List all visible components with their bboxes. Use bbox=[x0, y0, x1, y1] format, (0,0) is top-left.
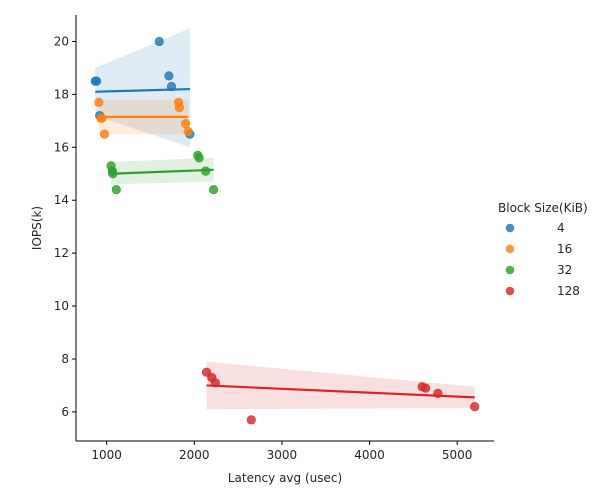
data-point-16 bbox=[180, 118, 191, 129]
x-tick-label: 2000 bbox=[179, 448, 210, 462]
legend-label-16: 16 bbox=[557, 242, 572, 256]
y-tick-label: 10 bbox=[54, 299, 69, 313]
x-ticks: 1000 2000 3000 4000 5000 bbox=[91, 441, 472, 462]
legend-marker-32 bbox=[505, 265, 515, 275]
legend-marker-4 bbox=[505, 223, 515, 233]
data-point-16 bbox=[99, 129, 110, 139]
legend: Block Size(KiB) 4 16 32 128 bbox=[498, 201, 588, 298]
legend-marker-16 bbox=[505, 244, 515, 254]
data-point-128 bbox=[433, 388, 443, 398]
legend-label-32: 32 bbox=[557, 263, 572, 277]
y-tick-label: 16 bbox=[54, 140, 69, 154]
data-point-128 bbox=[470, 402, 480, 412]
data-point-16 bbox=[183, 126, 193, 137]
data-point-32 bbox=[201, 166, 211, 176]
data-point-32 bbox=[208, 185, 219, 195]
data-point-32 bbox=[108, 169, 118, 179]
regression-line-128 bbox=[206, 384, 475, 399]
y-ticks: 6 8 10 12 14 16 18 20 bbox=[54, 34, 76, 419]
y-tick-label: 8 bbox=[61, 352, 69, 366]
y-tick-label: 14 bbox=[54, 193, 69, 207]
y-tick-label: 20 bbox=[54, 34, 69, 48]
legend-marker-128 bbox=[505, 286, 515, 296]
legend-label-4: 4 bbox=[557, 221, 565, 235]
data-point-4 bbox=[154, 36, 164, 47]
regression-lines bbox=[95, 87, 475, 399]
regression-line-32 bbox=[111, 168, 214, 175]
data-points bbox=[90, 36, 480, 425]
data-point-128 bbox=[210, 378, 220, 388]
y-tick-label: 18 bbox=[54, 87, 69, 101]
y-tick-label: 6 bbox=[61, 405, 69, 419]
x-axis-title: Latency avg (usec) bbox=[228, 471, 342, 485]
x-tick-label: 4000 bbox=[354, 448, 385, 462]
x-tick-label: 3000 bbox=[267, 448, 298, 462]
x-tick-label: 5000 bbox=[442, 448, 473, 462]
legend-label-128: 128 bbox=[557, 284, 580, 298]
data-point-16 bbox=[94, 97, 104, 107]
legend-items: 4 16 32 128 bbox=[505, 221, 580, 298]
data-point-32 bbox=[111, 185, 121, 195]
data-point-4 bbox=[91, 76, 102, 86]
data-point-16 bbox=[97, 113, 107, 123]
axes: 1000 2000 3000 4000 5000 6 8 10 12 14 16 18 20 Late… bbox=[30, 15, 494, 485]
data-point-4 bbox=[164, 71, 174, 81]
legend-title: Block Size(KiB) bbox=[498, 201, 588, 215]
x-tick-label: 1000 bbox=[91, 448, 122, 462]
y-tick-label: 12 bbox=[54, 246, 69, 260]
data-point-4 bbox=[166, 81, 177, 92]
data-point-128 bbox=[421, 383, 431, 393]
confidence-band-128 bbox=[206, 361, 475, 410]
confidence-bands bbox=[95, 28, 475, 410]
y-axis-title: IOPS(k) bbox=[30, 206, 44, 250]
data-point-16 bbox=[174, 103, 185, 113]
data-point-128 bbox=[246, 415, 256, 425]
data-point-32 bbox=[194, 153, 204, 163]
